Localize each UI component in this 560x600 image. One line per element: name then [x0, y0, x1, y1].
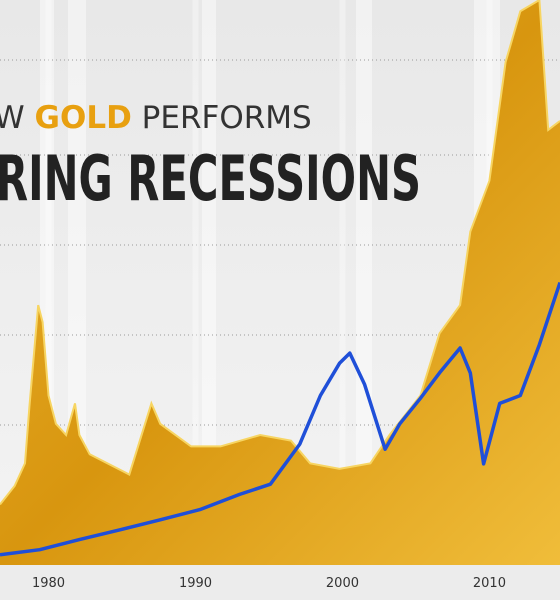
x-tick-label: 2000: [326, 576, 359, 591]
title: W GOLD PERFORMS: [0, 100, 312, 136]
area-edge: [0, 0, 560, 506]
subtitle: RING RECESSIONS: [0, 142, 421, 215]
area: [0, 0, 560, 565]
title-highlight: GOLD: [35, 100, 132, 136]
line: [0, 281, 560, 557]
title-part: PERFORMS: [142, 100, 312, 136]
x-tick-label: 1990: [179, 576, 212, 591]
title-part: W: [0, 100, 25, 136]
x-tick-label: 2010: [473, 576, 506, 591]
x-tick-label: 1980: [32, 576, 65, 591]
x-axis-band: [0, 565, 560, 600]
